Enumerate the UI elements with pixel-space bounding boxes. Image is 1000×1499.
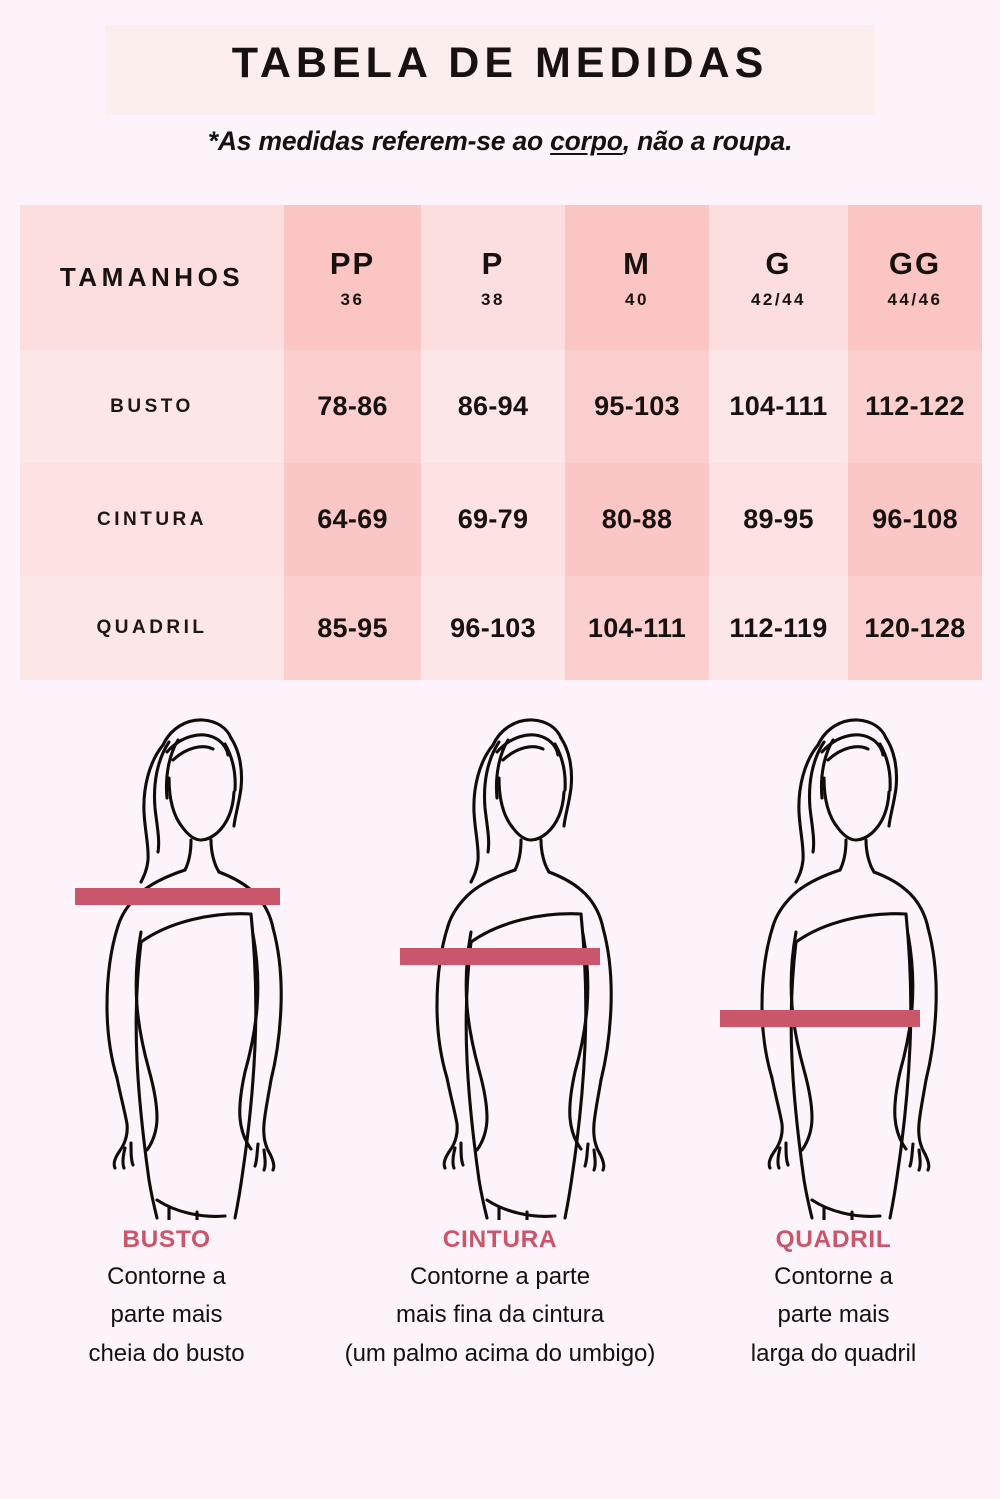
measurement-value: 96-103 — [450, 612, 536, 643]
measurement-value: 78-86 — [317, 391, 388, 421]
caption-quadril: QUADRIL Contorne a parte mais larga do qu… — [667, 1222, 1000, 1374]
page-title: TABELA DE MEDIDAS — [231, 39, 769, 87]
title-band — [105, 25, 875, 115]
measurement-value: 80-88 — [601, 504, 673, 534]
measurement-value: 89-95 — [743, 504, 814, 534]
table-cell: 112-119 — [709, 576, 848, 680]
size-header-p: P 38 — [421, 205, 565, 350]
table-cell: 96-103 — [421, 576, 565, 680]
woman-silhouette — [435, 718, 613, 1220]
subtitle-prefix: *As medidas referem-se ao — [207, 126, 551, 156]
size-name: G — [765, 245, 792, 281]
caption-body: Contorne a parte mais cheia do busto — [88, 1262, 245, 1368]
size-code: 40 — [625, 289, 649, 309]
table-cell: 80-88 — [565, 463, 709, 576]
subtitle-emphasis: corpo — [550, 126, 623, 156]
measurement-value: 85-95 — [317, 612, 388, 643]
size-header-gg: GG 44/46 — [848, 205, 982, 350]
table-cell: 104-111 — [709, 350, 848, 463]
caption-title: BUSTO — [122, 1226, 211, 1253]
caption-cintura: CINTURA Contorne a parte mais fina da cin… — [333, 1222, 667, 1374]
measurement-value: 86-94 — [457, 391, 529, 421]
measurement-value: 95-103 — [594, 391, 680, 421]
table-cell: 95-103 — [565, 350, 709, 463]
measurement-value: 112-119 — [729, 612, 828, 643]
woman-silhouette — [105, 718, 283, 1220]
size-code: 44/46 — [887, 289, 943, 309]
measurement-figures — [0, 700, 1000, 1220]
size-code: 36 — [340, 289, 365, 309]
size-code: 42/44 — [750, 289, 807, 309]
measurement-value: 120-128 — [864, 612, 966, 643]
table-cell: 85-95 — [284, 576, 421, 680]
row-label: QUADRIL — [96, 617, 208, 638]
table-cell: 104-111 — [565, 576, 709, 680]
caption-body: Contorne a parte mais fina da cintura (u… — [344, 1262, 656, 1368]
measurement-value: 104-111 — [729, 391, 828, 421]
waist-measurement-bar — [400, 948, 600, 965]
size-name: GG — [888, 245, 942, 281]
measurement-value: 69-79 — [457, 504, 529, 534]
quadril-figure — [700, 700, 1000, 1220]
measurement-value: 112-122 — [865, 391, 965, 421]
page-subtitle: *As medidas referem-se ao corpo, não a r… — [0, 126, 1000, 157]
busto-figure — [45, 700, 345, 1220]
caption-busto: BUSTO Contorne a parte mais cheia do bust… — [0, 1222, 333, 1374]
table-cell: 86-94 — [421, 350, 565, 463]
table-cell: 112-122 — [848, 350, 982, 463]
size-header-g: G 42/44 — [709, 205, 848, 350]
caption-title: QUADRIL — [775, 1226, 892, 1253]
row-label-busto: BUSTO — [20, 350, 284, 463]
size-name: PP — [329, 245, 376, 281]
row-label: CINTURA — [97, 508, 207, 530]
table-corner-label: TAMANHOS — [20, 205, 284, 350]
table-cell: 96-108 — [848, 463, 982, 576]
row-label-cintura: CINTURA — [20, 463, 284, 576]
size-name: P — [481, 245, 505, 281]
cintura-figure — [375, 700, 675, 1220]
size-code: 38 — [481, 289, 505, 309]
size-table: TAMANHOS PP 36 P 38 M 40 G 42/44 GG 44/46 BUSTO 78-8… — [20, 205, 982, 680]
subtitle-suffix: , não a roupa. — [622, 126, 793, 156]
table-cell: 78-86 — [284, 350, 421, 463]
caption-row: BUSTO Contorne a parte mais cheia do bust… — [0, 1222, 1000, 1374]
table-cell: 69-79 — [421, 463, 565, 576]
caption-body: Contorne a parte mais larga do quadril — [750, 1262, 917, 1368]
size-header-pp: PP 36 — [284, 205, 421, 350]
tamanhos-label: TAMANHOS — [59, 262, 245, 292]
measurement-value: 104-111 — [587, 612, 687, 643]
row-label-quadril: QUADRIL — [20, 576, 284, 680]
size-header-m: M 40 — [565, 205, 709, 350]
measurement-value: 96-108 — [872, 504, 958, 534]
bust-measurement-bar — [75, 888, 280, 905]
table-cell: 89-95 — [709, 463, 848, 576]
table-cell: 120-128 — [848, 576, 982, 680]
size-name: M — [623, 245, 651, 281]
table-cell: 64-69 — [284, 463, 421, 576]
woman-silhouette — [760, 718, 938, 1220]
row-label: BUSTO — [110, 395, 194, 417]
measurement-value: 64-69 — [317, 504, 388, 534]
caption-title: CINTURA — [442, 1226, 558, 1253]
hip-measurement-bar — [720, 1010, 920, 1027]
